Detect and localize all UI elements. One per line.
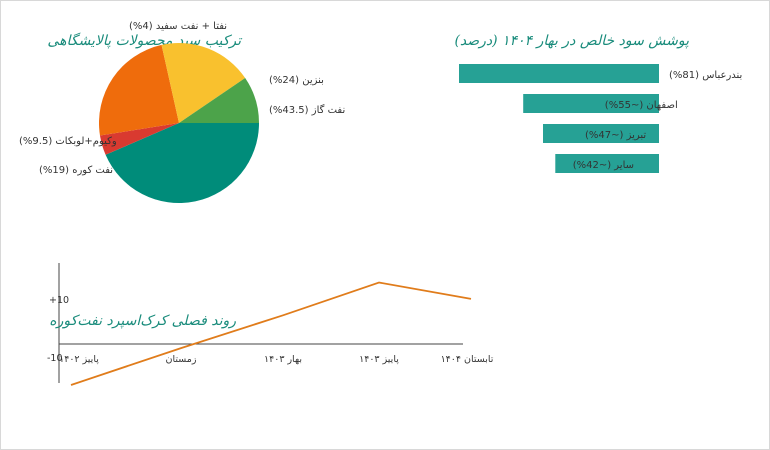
bar-bandar-abbas-label: بندرعباس (81%) [669,70,742,81]
pie-chart-title: ترکیب سبد محصولات پالایشگاهی [47,32,243,49]
pie-label-vacuum-lubecut: وکیوم+لوبکات (9.5%) [19,136,117,147]
pie-slices [98,43,259,203]
y-tick-top: +10 [49,295,69,306]
pie-label-fuel-oil: نفت کوره (19%) [39,165,113,176]
bar-tabriz-label: تبریز (~47%) [585,130,646,141]
bar-bandar-abbas [459,64,659,83]
pie-label-gasoline: بنزین (24%) [269,75,324,86]
bar-other [555,154,659,173]
bar-rows: بندرعباس (81%) اصفهان (~55%) تبریز (~47%) س… [459,64,742,173]
pie-label-gasoil: نفت گاز (43.5%) [269,104,345,116]
x-tick-label: بهار ۱۴۰۳ [264,354,302,365]
bar-other-label: سایر (~42%) [573,160,634,171]
x-tick-label: پاییز ۱۴۰۳ [359,354,399,365]
line-chart-title: روند فصلی کرک‌اسپرد نفت‌کوره [49,313,236,329]
bar-isfahan-label: اصفهان (~55%) [605,100,678,111]
x-tick-labels: پاییز ۱۴۰۲ زمستان بهار ۱۴۰۳ پاییز ۱۴۰۳ تابست… [59,354,494,365]
bar-chart-title: پوشش سود خالص در بهار ۱۴۰۴ (درصد) [454,33,689,49]
pie-slice-gasoil [105,123,259,203]
bar-tabriz [543,124,659,143]
line-chart: +10 -10 پاییز ۱۴۰۲ زمستان بهار ۱۴۰۳ پاییز ۱… [47,263,494,386]
x-tick-label: تابستان ۱۴۰۴ [441,354,494,365]
pie-chart: ترکیب سبد محصولات پالایشگاهی نفت گاز (43… [19,21,345,203]
pie-slice-gasoline [98,44,179,136]
pie-labels: نفت گاز (43.5%) بنزین (24%) نفتا + نفت س… [19,21,345,176]
pie-label-naphtha-kerosene: نفتا + نفت سفید (4%) [129,21,227,32]
y-tick-bottom: -10 [47,353,63,364]
pie-slice-naphtha-kerosene [99,123,179,155]
pie-slice-vacuum-lubecut [179,78,259,123]
bar-chart: پوشش سود خالص در بهار ۱۴۰۴ (درصد) بندرعب… [454,33,742,173]
x-tick-label: پاییز ۱۴۰۲ [59,354,99,365]
bar-isfahan [523,94,659,113]
trend-line [70,281,472,386]
x-tick-label: زمستان [166,354,197,365]
pie-slice-fuel-oil [161,43,246,124]
